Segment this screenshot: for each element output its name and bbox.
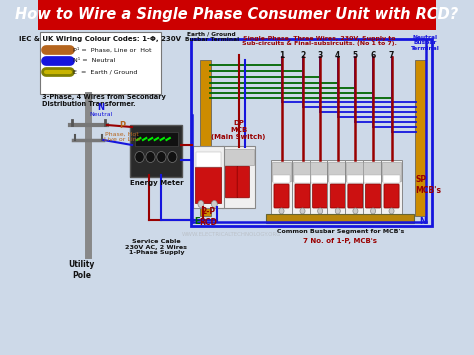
FancyBboxPatch shape <box>364 162 383 180</box>
Circle shape <box>279 208 284 214</box>
FancyBboxPatch shape <box>363 159 383 215</box>
Circle shape <box>168 152 177 163</box>
Text: WWW.ELECTRICALTECHNOLOGY.ORG: WWW.ELECTRICALTECHNOLOGY.ORG <box>182 233 281 237</box>
FancyBboxPatch shape <box>135 131 178 146</box>
Text: Single-Phase, Three Wires, 230V, Supply to
Sub-circuits & Final-subsircuits. (No: Single-Phase, Three Wires, 230V, Supply … <box>242 36 397 47</box>
Circle shape <box>300 208 305 214</box>
FancyBboxPatch shape <box>237 166 249 198</box>
FancyBboxPatch shape <box>330 184 346 208</box>
FancyBboxPatch shape <box>345 159 366 215</box>
FancyBboxPatch shape <box>274 184 289 208</box>
Text: 3-Phase, 4 Wires from Secondary
Distribution Transformer.: 3-Phase, 4 Wires from Secondary Distribu… <box>42 93 166 106</box>
FancyBboxPatch shape <box>384 184 399 208</box>
FancyBboxPatch shape <box>312 184 328 208</box>
FancyBboxPatch shape <box>40 32 161 94</box>
FancyBboxPatch shape <box>294 175 311 183</box>
Text: Neutral: Neutral <box>89 113 113 118</box>
Text: DP
MCB
(Main Switch): DP MCB (Main Switch) <box>211 120 266 140</box>
FancyBboxPatch shape <box>328 162 347 180</box>
Text: How to Wire a Single Phase Consumer Unit with RCD?: How to Wire a Single Phase Consumer Unit… <box>15 7 459 22</box>
Text: N¹ =  Neutral: N¹ = Neutral <box>73 59 116 64</box>
Circle shape <box>211 201 217 208</box>
FancyBboxPatch shape <box>327 159 348 215</box>
FancyBboxPatch shape <box>222 146 255 208</box>
Text: 2: 2 <box>300 50 305 60</box>
FancyBboxPatch shape <box>329 175 346 183</box>
FancyBboxPatch shape <box>416 60 427 215</box>
Circle shape <box>335 208 340 214</box>
FancyBboxPatch shape <box>381 159 402 215</box>
Text: N: N <box>419 218 426 226</box>
Circle shape <box>198 201 204 208</box>
Circle shape <box>371 208 375 214</box>
Text: 1: 1 <box>279 50 284 60</box>
FancyBboxPatch shape <box>266 213 414 223</box>
FancyBboxPatch shape <box>295 184 310 208</box>
Text: Earth / Ground
Busbar Terminal: Earth / Ground Busbar Terminal <box>185 32 239 42</box>
Circle shape <box>135 152 144 163</box>
Text: Common Busbar Segment for MCB's: Common Busbar Segment for MCB's <box>277 229 404 235</box>
Text: 5: 5 <box>353 50 358 60</box>
Text: E: E <box>195 218 201 226</box>
FancyBboxPatch shape <box>195 166 221 202</box>
FancyBboxPatch shape <box>271 159 292 215</box>
FancyBboxPatch shape <box>272 162 291 180</box>
Text: 3: 3 <box>318 50 323 60</box>
FancyBboxPatch shape <box>310 159 331 215</box>
Circle shape <box>318 208 323 214</box>
Text: 2-P
RCD: 2-P RCD <box>200 207 218 227</box>
FancyBboxPatch shape <box>38 0 436 30</box>
Text: E  =  Earth / Ground: E = Earth / Ground <box>73 70 138 75</box>
Circle shape <box>146 152 155 163</box>
Circle shape <box>389 208 394 214</box>
FancyBboxPatch shape <box>311 175 329 183</box>
Text: Service Cable
230V AC, 2 Wires
1-Phase Supply: Service Cable 230V AC, 2 Wires 1-Phase S… <box>125 239 187 255</box>
FancyBboxPatch shape <box>382 162 401 180</box>
FancyBboxPatch shape <box>347 175 364 183</box>
Text: Phase, Hot
Live or Line: Phase, Hot Live or Line <box>104 132 140 142</box>
FancyBboxPatch shape <box>130 125 182 177</box>
Text: 7 No. of 1-P, MCB's: 7 No. of 1-P, MCB's <box>303 238 377 244</box>
Text: P¹ =  Phase, Line or  Hot: P¹ = Phase, Line or Hot <box>73 47 152 53</box>
FancyBboxPatch shape <box>193 146 224 208</box>
Text: 4: 4 <box>335 50 340 60</box>
FancyBboxPatch shape <box>292 159 313 215</box>
Text: P: P <box>119 120 125 130</box>
FancyBboxPatch shape <box>201 60 210 215</box>
FancyBboxPatch shape <box>383 175 400 183</box>
FancyBboxPatch shape <box>223 148 254 164</box>
FancyBboxPatch shape <box>365 175 382 183</box>
Text: SP
MCB's: SP MCB's <box>415 175 441 195</box>
FancyBboxPatch shape <box>365 184 381 208</box>
Text: N: N <box>98 103 104 111</box>
Circle shape <box>353 208 358 214</box>
Circle shape <box>157 152 166 163</box>
Text: 7: 7 <box>389 50 394 60</box>
Text: Utility
Pole: Utility Pole <box>68 260 95 280</box>
Text: IEC & UK Wiring Colour Codes: 1-Φ, 230V: IEC & UK Wiring Colour Codes: 1-Φ, 230V <box>19 36 181 42</box>
FancyBboxPatch shape <box>273 175 290 183</box>
Text: Energy Meter: Energy Meter <box>129 180 183 186</box>
FancyBboxPatch shape <box>226 166 237 198</box>
Text: 6: 6 <box>371 50 376 60</box>
FancyBboxPatch shape <box>196 152 221 167</box>
FancyBboxPatch shape <box>293 162 312 180</box>
FancyBboxPatch shape <box>346 162 365 180</box>
FancyBboxPatch shape <box>348 184 363 208</box>
FancyBboxPatch shape <box>310 162 330 180</box>
Text: Neutral
Busbar
Terminal: Neutral Busbar Terminal <box>410 35 439 51</box>
